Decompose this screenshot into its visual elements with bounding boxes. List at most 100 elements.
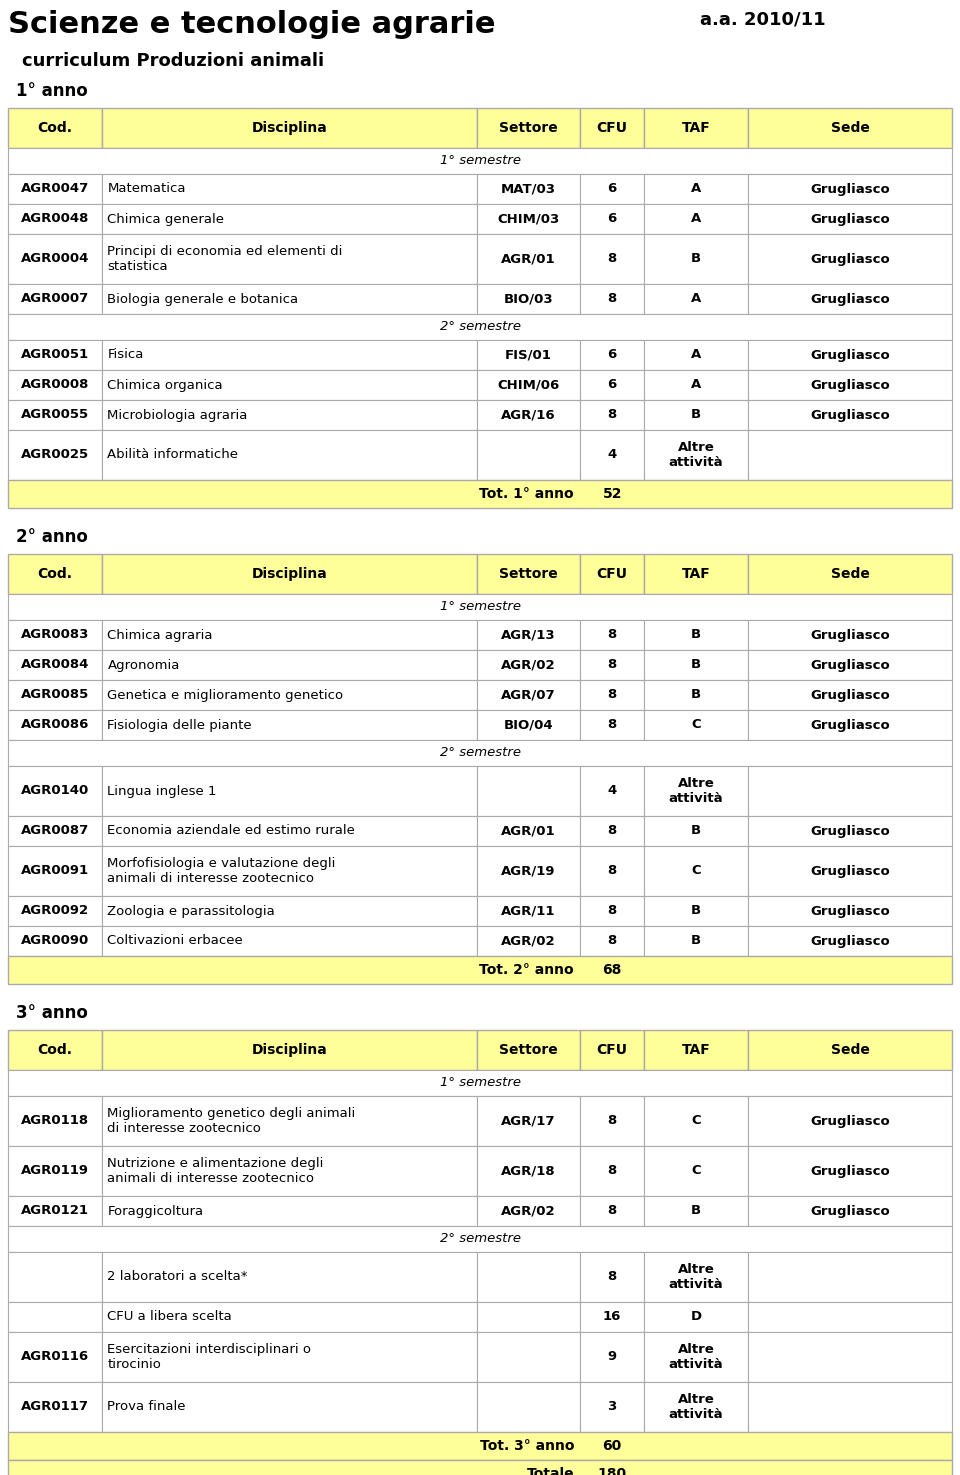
Text: Disciplina: Disciplina [252, 566, 327, 581]
Bar [644, 650, 748, 680]
Bar [477, 766, 580, 816]
Bar [8, 1302, 103, 1332]
Bar [644, 1096, 748, 1146]
Text: AGR/19: AGR/19 [501, 864, 556, 878]
Bar [580, 370, 644, 400]
Text: 52: 52 [603, 487, 622, 502]
Bar [748, 620, 952, 650]
Bar [477, 847, 580, 895]
Bar [8, 709, 103, 740]
Text: AGR/02: AGR/02 [501, 1205, 556, 1217]
Text: B: B [691, 825, 701, 838]
Text: Genetica e miglioramento genetico: Genetica e miglioramento genetico [108, 689, 344, 702]
Bar [644, 204, 748, 235]
Bar [8, 204, 103, 235]
Bar [103, 1096, 477, 1146]
Text: AGR/18: AGR/18 [501, 1164, 556, 1177]
Text: 8: 8 [608, 409, 616, 422]
Text: 8: 8 [608, 658, 616, 671]
Text: 16: 16 [603, 1310, 621, 1323]
Text: a.a. 2010/11: a.a. 2010/11 [700, 10, 826, 28]
Bar [644, 1332, 748, 1382]
Bar [103, 926, 477, 956]
Bar [8, 479, 952, 507]
Text: Biologia generale e botanica: Biologia generale e botanica [108, 292, 299, 305]
Bar [748, 235, 952, 285]
Bar [580, 926, 644, 956]
Text: A: A [691, 212, 702, 226]
Bar [644, 370, 748, 400]
Bar [748, 847, 952, 895]
Text: 8: 8 [608, 825, 616, 838]
Text: Settore: Settore [499, 121, 558, 136]
Bar [8, 816, 103, 847]
Bar [477, 1332, 580, 1382]
Bar [8, 1382, 103, 1432]
Text: 8: 8 [608, 628, 616, 642]
Bar [103, 847, 477, 895]
Text: Grugliasco: Grugliasco [810, 212, 890, 226]
Bar [103, 709, 477, 740]
Text: AGR0087: AGR0087 [21, 825, 89, 838]
Bar [580, 108, 644, 148]
Text: 9: 9 [608, 1351, 616, 1363]
Bar [103, 370, 477, 400]
Bar [748, 431, 952, 479]
Bar [580, 1096, 644, 1146]
Bar [103, 1382, 477, 1432]
Bar [8, 174, 103, 204]
Text: AGR0084: AGR0084 [21, 658, 89, 671]
Text: C: C [691, 864, 701, 878]
Bar [8, 1196, 103, 1226]
Text: B: B [691, 689, 701, 702]
Bar [8, 400, 103, 431]
Bar [644, 1382, 748, 1432]
Bar [8, 766, 103, 816]
Bar [748, 174, 952, 204]
Bar [103, 895, 477, 926]
Text: B: B [691, 658, 701, 671]
Bar [477, 204, 580, 235]
Bar [748, 341, 952, 370]
Bar [477, 174, 580, 204]
Bar [8, 341, 103, 370]
Text: AGR/02: AGR/02 [501, 935, 556, 947]
Text: MAT/03: MAT/03 [501, 183, 556, 196]
Text: Abilità informatiche: Abilità informatiche [108, 448, 238, 462]
Text: AGR0007: AGR0007 [21, 292, 89, 305]
Text: CFU: CFU [597, 1043, 628, 1058]
Bar [103, 1146, 477, 1196]
Text: AGR0025: AGR0025 [21, 448, 89, 462]
Bar [8, 1069, 952, 1096]
Text: 68: 68 [603, 963, 622, 976]
Bar [580, 680, 644, 709]
Bar [644, 341, 748, 370]
Bar [644, 555, 748, 594]
Text: Sede: Sede [830, 566, 870, 581]
Bar [8, 926, 103, 956]
Text: Sede: Sede [830, 1043, 870, 1058]
Bar [580, 400, 644, 431]
Text: 8: 8 [608, 292, 616, 305]
Bar [580, 847, 644, 895]
Text: 180: 180 [597, 1468, 627, 1475]
Text: AGR0085: AGR0085 [21, 689, 89, 702]
Text: 2° semestre: 2° semestre [440, 746, 520, 760]
Bar [644, 400, 748, 431]
Bar [580, 1332, 644, 1382]
Text: A: A [691, 379, 702, 391]
Text: A: A [691, 292, 702, 305]
Bar [8, 740, 952, 766]
Bar [644, 926, 748, 956]
Bar [580, 895, 644, 926]
Bar [8, 108, 103, 148]
Bar [580, 1382, 644, 1432]
Text: Microbiologia agraria: Microbiologia agraria [108, 409, 248, 422]
Text: curriculum Produzioni animali: curriculum Produzioni animali [22, 52, 324, 69]
Text: Agronomia: Agronomia [108, 658, 180, 671]
Bar [477, 285, 580, 314]
Bar [8, 620, 103, 650]
Bar [580, 235, 644, 285]
Text: TAF: TAF [682, 121, 710, 136]
Bar [644, 235, 748, 285]
